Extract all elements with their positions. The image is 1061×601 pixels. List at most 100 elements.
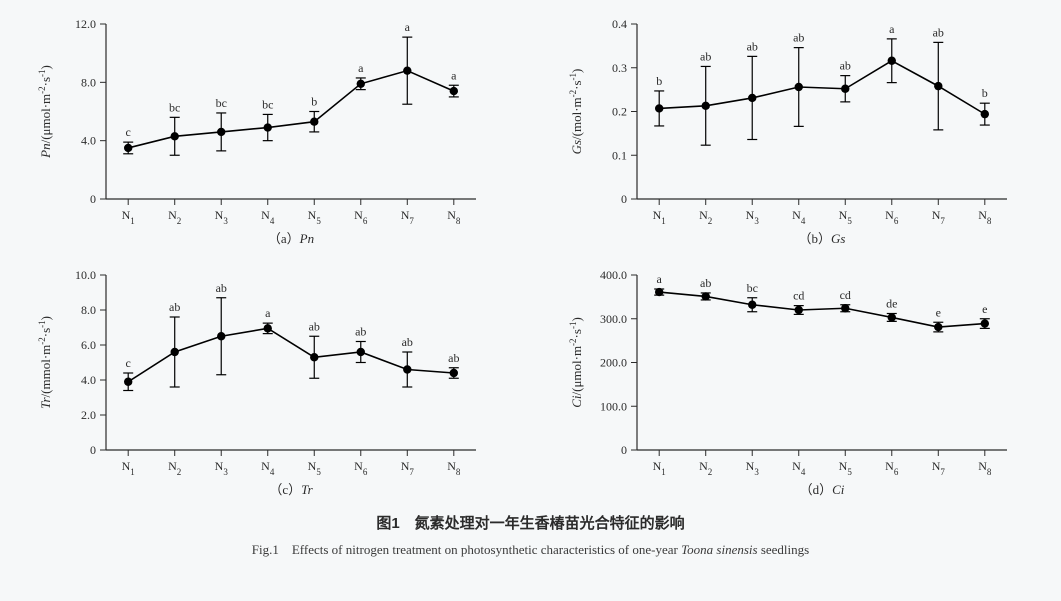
svg-text:ab: ab (309, 319, 320, 333)
svg-text:a: a (265, 306, 271, 320)
svg-text:0: 0 (621, 443, 627, 457)
svg-text:2.0: 2.0 (81, 408, 96, 422)
svg-text:ab: ab (355, 325, 366, 339)
svg-text:N7: N7 (401, 459, 415, 477)
svg-text:100.0: 100.0 (600, 399, 627, 413)
caption-en-italic: Toona sinensis (681, 542, 757, 557)
svg-text:10.0: 10.0 (75, 268, 96, 282)
svg-text:Pn/(μmol·m-2·s-1): Pn/(μmol·m-2·s-1) (37, 65, 53, 159)
svg-text:0.4: 0.4 (612, 17, 627, 31)
figure-page: 04.08.012.0N1N2N3N4N5N6N7N8cbcbcbcbaaaPn… (0, 0, 1061, 601)
svg-text:N5: N5 (838, 208, 852, 226)
svg-text:ab: ab (932, 25, 943, 39)
svg-text:N4: N4 (792, 208, 806, 226)
svg-text:bc: bc (746, 281, 757, 295)
svg-text:N2: N2 (699, 208, 712, 226)
svg-text:ab: ab (216, 281, 227, 295)
svg-text:Ci/(μmol·m-2·s-1): Ci/(μmol·m-2·s-1) (568, 317, 584, 408)
svg-text:N4: N4 (261, 459, 275, 477)
svg-text:ab: ab (402, 335, 413, 349)
svg-text:de: de (886, 297, 897, 311)
svg-text:N1: N1 (122, 208, 135, 226)
svg-text:N1: N1 (122, 459, 135, 477)
chart-panel-Pn: 04.08.012.0N1N2N3N4N5N6N7N8cbcbcbcbaaaPn… (30, 10, 501, 255)
svg-text:bc: bc (216, 96, 227, 110)
svg-text:0: 0 (90, 192, 96, 206)
svg-text:a: a (405, 20, 411, 34)
svg-text:cd: cd (793, 289, 804, 303)
svg-text:N2: N2 (168, 208, 181, 226)
chart-panel-Tr: 02.04.06.08.010.0N1N2N3N4N5N6N7N8cababaa… (30, 261, 501, 506)
svg-text:c: c (126, 125, 131, 139)
chart-grid: 04.08.012.0N1N2N3N4N5N6N7N8cbcbcbcbaaaPn… (30, 10, 1031, 506)
caption-en-suffix: seedlings (758, 542, 810, 557)
svg-text:bc: bc (169, 100, 180, 114)
svg-text:a: a (656, 272, 662, 286)
svg-text:N8: N8 (978, 459, 992, 477)
svg-text:6.0: 6.0 (81, 338, 96, 352)
figure-captions: 图1 氮素处理对一年生香椿苗光合特征的影响 Fig.1 Effects of n… (30, 512, 1031, 558)
svg-text:4.0: 4.0 (81, 134, 96, 148)
svg-text:N6: N6 (354, 459, 368, 477)
svg-text:N5: N5 (308, 208, 322, 226)
svg-text:（b）Gs: （b）Gs (798, 231, 845, 246)
svg-text:（c）Tr: （c）Tr (269, 482, 313, 497)
svg-text:N3: N3 (745, 208, 759, 226)
svg-text:N2: N2 (699, 459, 712, 477)
svg-text:N8: N8 (447, 459, 461, 477)
svg-text:cd: cd (839, 288, 850, 302)
svg-text:e: e (982, 302, 987, 316)
svg-text:Gs/(mol·m-2·s-1): Gs/(mol·m-2·s-1) (568, 69, 584, 155)
svg-text:ab: ab (448, 351, 459, 365)
svg-text:ab: ab (700, 49, 711, 63)
svg-text:200.0: 200.0 (600, 356, 627, 370)
svg-text:0.2: 0.2 (612, 105, 627, 119)
svg-text:N6: N6 (885, 459, 899, 477)
svg-text:400.0: 400.0 (600, 268, 627, 282)
svg-text:0.1: 0.1 (612, 148, 627, 162)
svg-text:0.3: 0.3 (612, 61, 627, 75)
svg-text:N5: N5 (838, 459, 852, 477)
svg-text:b: b (311, 95, 317, 109)
svg-text:c: c (126, 356, 131, 370)
caption-zh: 图1 氮素处理对一年生香椿苗光合特征的影响 (30, 512, 1031, 533)
svg-text:8.0: 8.0 (81, 75, 96, 89)
svg-text:ab: ab (746, 39, 757, 53)
svg-text:ab: ab (839, 59, 850, 73)
svg-text:N7: N7 (401, 208, 415, 226)
svg-text:b: b (981, 86, 987, 100)
svg-text:0: 0 (621, 192, 627, 206)
svg-text:N5: N5 (308, 459, 322, 477)
caption-en-prefix: Fig.1 Effects of nitrogen treatment on p… (252, 542, 681, 557)
svg-text:（d）Ci: （d）Ci (799, 482, 844, 497)
svg-text:e: e (935, 305, 940, 319)
svg-text:Tr/(mmol·m-2·s-1): Tr/(mmol·m-2·s-1) (37, 316, 53, 409)
svg-text:N8: N8 (978, 208, 992, 226)
svg-text:N1: N1 (652, 459, 665, 477)
svg-text:0: 0 (90, 443, 96, 457)
svg-text:300.0: 300.0 (600, 312, 627, 326)
svg-text:N1: N1 (652, 208, 665, 226)
svg-text:（a）Pn: （a）Pn (268, 231, 314, 246)
svg-text:12.0: 12.0 (75, 17, 96, 31)
svg-text:b: b (656, 74, 662, 88)
svg-text:ab: ab (169, 300, 180, 314)
svg-text:N3: N3 (745, 459, 759, 477)
svg-text:8.0: 8.0 (81, 303, 96, 317)
svg-text:N3: N3 (215, 208, 229, 226)
svg-text:N8: N8 (447, 208, 461, 226)
svg-text:N4: N4 (261, 208, 275, 226)
svg-text:a: a (889, 22, 895, 36)
svg-text:a: a (358, 61, 364, 75)
chart-panel-Gs: 00.10.20.30.4N1N2N3N4N5N6N7N8bababababaa… (561, 10, 1032, 255)
chart-panel-Ci: 0100.0200.0300.0400.0N1N2N3N4N5N6N7N8aab… (561, 261, 1032, 506)
caption-en: Fig.1 Effects of nitrogen treatment on p… (30, 539, 1031, 558)
svg-text:N7: N7 (931, 459, 945, 477)
svg-text:ab: ab (700, 276, 711, 290)
svg-text:N7: N7 (931, 208, 945, 226)
svg-text:4.0: 4.0 (81, 373, 96, 387)
svg-text:bc: bc (262, 97, 273, 111)
svg-text:N6: N6 (885, 208, 899, 226)
svg-text:N3: N3 (215, 459, 229, 477)
svg-text:a: a (451, 68, 457, 82)
